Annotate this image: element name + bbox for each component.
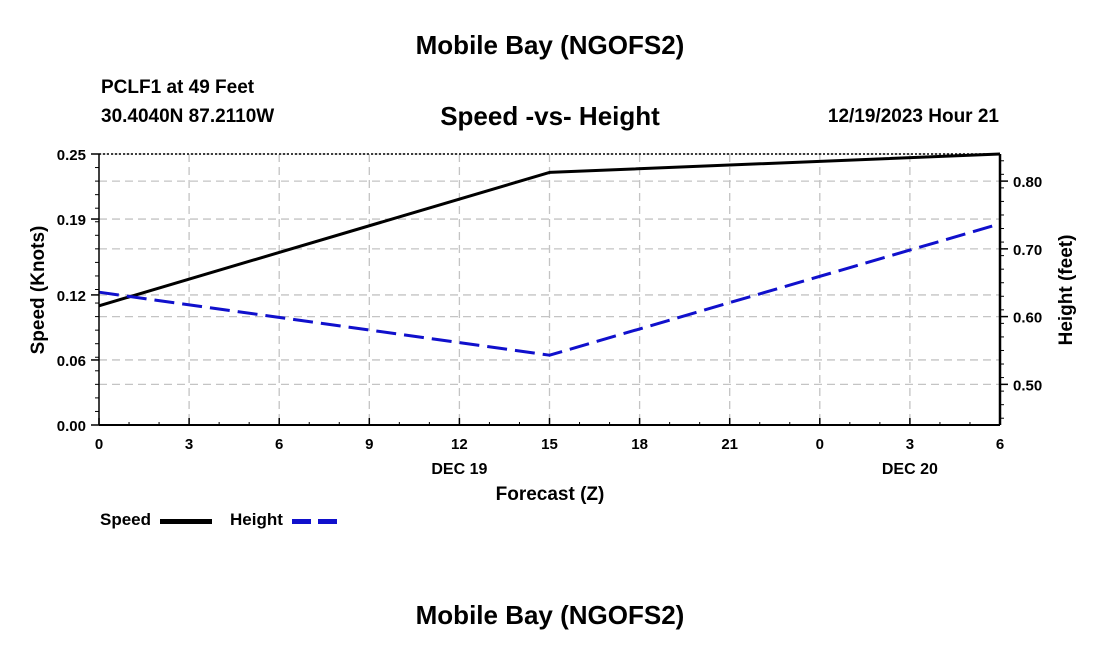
y-tick-label: 0.12 (57, 288, 86, 305)
y2-tick-label: 0.70 (1013, 242, 1042, 259)
axes-layer (91, 153, 1008, 426)
x-tick-label: 18 (631, 436, 648, 453)
y-tick-label: 0.19 (57, 212, 86, 229)
station-coordinates: 30.4040N 87.2110W (101, 106, 275, 127)
x-tick-label: 6 (275, 436, 283, 453)
grid-layer (99, 153, 1000, 425)
series-line-height (98, 222, 1001, 357)
y-tick-label: 0.06 (57, 353, 86, 370)
forecast-timestamp: 12/19/2023 Hour 21 (827, 106, 999, 127)
x-tick-label: 0 (95, 436, 103, 453)
x-tick-label: 12 (451, 436, 468, 453)
series-layer (98, 152, 1001, 357)
page-title: Mobile Bay (NGOFS2) (415, 30, 685, 60)
chart-title: Speed -vs- Height (440, 101, 660, 131)
legend-label-height: Height (230, 510, 283, 529)
x-date-label: DEC 19 (431, 461, 487, 478)
x-tick-label: 0 (816, 436, 824, 453)
x-tick-label: 21 (721, 436, 738, 453)
x-tick-label: 15 (541, 436, 558, 453)
series-line-speed (98, 152, 1001, 308)
y2-tick-label: 0.50 (1013, 377, 1042, 394)
y2-axis-label: Height (feet) (1056, 235, 1077, 346)
legend-swatch-height (292, 519, 344, 524)
legend-swatch-speed (160, 519, 212, 524)
x-tick-label: 3 (185, 436, 193, 453)
x-date-label: DEC 20 (882, 461, 938, 478)
labels-layer: Forecast (Z) Speed (Knots) Height (feet)… (28, 147, 1077, 505)
y-axis-label: Speed (Knots) (28, 226, 49, 355)
x-tick-label: 9 (365, 436, 373, 453)
y-tick-label: 0.00 (57, 418, 86, 435)
legend-label-speed: Speed (100, 510, 152, 529)
footer-title: Mobile Bay (NGOFS2) (415, 600, 685, 630)
x-tick-label: 3 (906, 436, 914, 453)
y2-tick-label: 0.60 (1013, 310, 1042, 327)
x-axis-label: Forecast (Z) (496, 484, 605, 505)
y-tick-label: 0.25 (57, 147, 86, 164)
y2-tick-label: 0.80 (1013, 174, 1042, 191)
x-tick-label: 6 (996, 436, 1004, 453)
station-label: PCLF1 at 49 Feet (101, 77, 255, 98)
